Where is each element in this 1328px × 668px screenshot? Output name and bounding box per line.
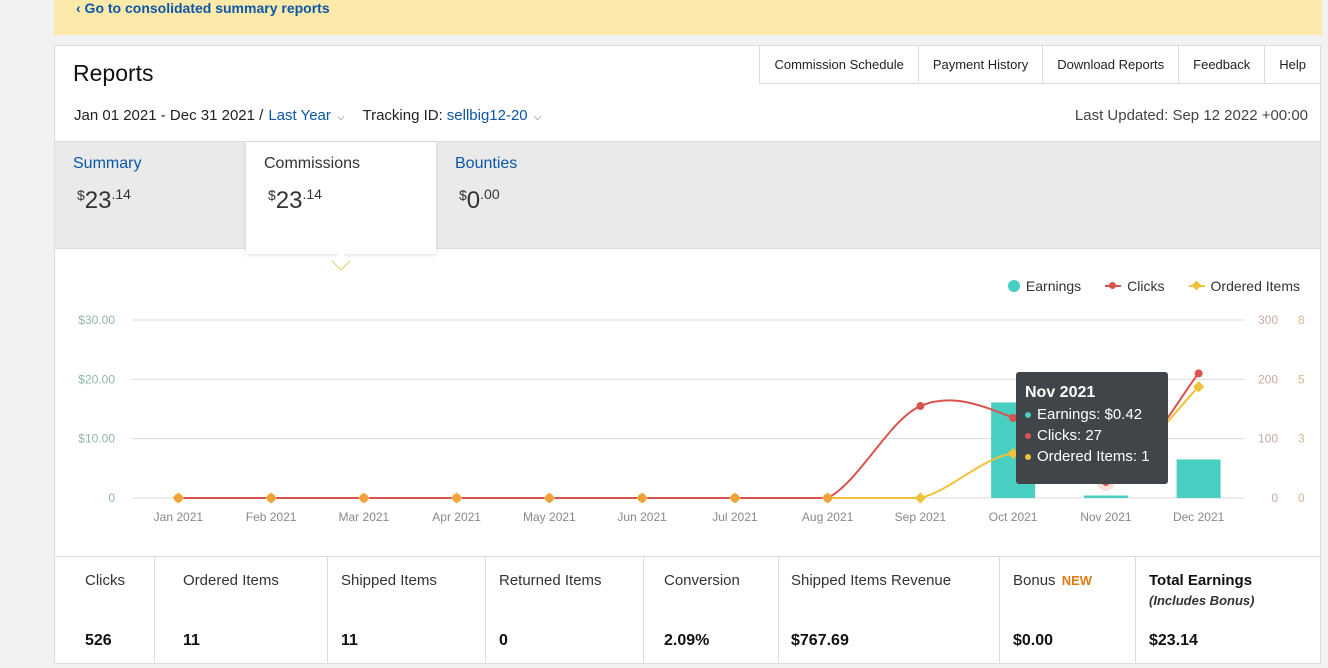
commission-schedule-button[interactable]: Commission Schedule	[760, 46, 919, 83]
chevron-down-icon: ⌵	[533, 112, 542, 123]
stat-shipped-items-revenue: Shipped Items Revenue $767.69	[779, 557, 1000, 664]
x-tick-label: May 2021	[523, 510, 576, 524]
zero-point	[823, 493, 833, 503]
period-label: Last Year	[268, 107, 331, 124]
stat-returned-items: Returned Items 0	[486, 557, 644, 664]
tooltip-clicks: Clicks: 27	[1025, 427, 1159, 444]
legend-clicks[interactable]: Clicks	[1105, 278, 1165, 294]
payment-history-button[interactable]: Payment History	[919, 46, 1044, 83]
zero-point	[730, 493, 740, 503]
legend-ordered-items[interactable]: Ordered Items	[1188, 278, 1300, 294]
y-tick-left: $10.00	[78, 432, 115, 446]
period-dropdown[interactable]: Last Year ⌵	[268, 107, 344, 124]
tab-commissions-value: $23.14	[268, 186, 322, 214]
feedback-button[interactable]: Feedback	[1179, 46, 1266, 83]
tab-commissions[interactable]: Commissions $23.14	[246, 142, 436, 254]
y-tick-items: 5	[1298, 372, 1305, 386]
stat-shipped-items: Shipped Items 11	[328, 557, 486, 664]
tooltip-title: Nov 2021	[1025, 384, 1096, 401]
top-nav: Commission Schedule Payment History Down…	[759, 46, 1320, 84]
new-badge: NEW	[1061, 573, 1093, 588]
ordered-items-point	[914, 492, 927, 504]
ordered-items-swatch	[1188, 281, 1205, 291]
download-reports-button[interactable]: Download Reports	[1043, 46, 1180, 83]
chart-tooltip: Nov 2021 Earnings: $0.42 Clicks: 27 Orde…	[1016, 372, 1168, 484]
earnings-bar	[1176, 459, 1221, 498]
x-tick-label: Mar 2021	[339, 510, 390, 524]
last-updated: Last Updated: Sep 12 2022 +00:00	[1074, 107, 1308, 124]
tab-summary[interactable]: Summary $23.14	[55, 142, 245, 250]
zero-point	[359, 493, 369, 503]
y-tick-items: 3	[1298, 432, 1305, 446]
active-tab-caret	[331, 251, 351, 271]
date-range: Jan 01 2021 - Dec 31 2021 /	[74, 107, 264, 124]
tooltip-earnings: Earnings: $0.42	[1025, 406, 1159, 423]
stat-clicks: Clicks 526	[55, 557, 155, 664]
tracking-label: Tracking ID:	[362, 107, 443, 124]
tab-bounties[interactable]: Bounties $0.00	[437, 142, 627, 250]
x-tick-label: Dec 2021	[1173, 510, 1225, 524]
clicks-point	[1194, 369, 1203, 378]
stat-bonus: Bonus NEW $0.00	[1000, 557, 1136, 664]
tab-bounties-value: $0.00	[459, 186, 500, 214]
tab-summary-value: $23.14	[77, 186, 131, 214]
help-button[interactable]: Help	[1279, 57, 1306, 72]
earnings-bar	[1083, 495, 1128, 498]
clicks-swatch	[1105, 281, 1122, 291]
stat-total-earnings: Total Earnings (Includes Bonus) $23.14	[1149, 572, 1255, 649]
zero-point	[266, 493, 276, 503]
x-tick-label: Aug 2021	[802, 510, 854, 524]
tracking-id-dropdown[interactable]: sellbig12-20 ⌵	[447, 107, 541, 124]
zero-point	[452, 493, 462, 503]
ordered-items-point	[1192, 381, 1205, 393]
tooltip-ordered-items: Ordered Items: 1	[1025, 448, 1159, 465]
tracking-id-value: sellbig12-20	[446, 107, 528, 124]
x-tick-label: Jul 2021	[712, 510, 758, 524]
tab-bounties-label: Bounties	[455, 155, 518, 172]
zero-point	[544, 493, 554, 503]
tab-summary-label: Summary	[73, 155, 142, 172]
y-tick-left: $20.00	[78, 372, 115, 386]
x-tick-label: Feb 2021	[246, 510, 297, 524]
x-tick-label: Jan 2021	[154, 510, 204, 524]
ordered-items-point	[1007, 447, 1019, 460]
consolidated-reports-link[interactable]: ‹ Go to consolidated summary reports	[76, 0, 330, 16]
y-tick-left: 0	[108, 491, 115, 505]
x-tick-label: Apr 2021	[432, 510, 481, 524]
stat-conversion: Conversion 2.09%	[644, 557, 779, 664]
y-tick-items: 8	[1298, 313, 1305, 327]
consolidated-reports-banner: ‹ Go to consolidated summary reports	[54, 0, 1322, 35]
chevron-down-icon: ⌵	[336, 112, 345, 123]
x-tick-label: Sep 2021	[895, 510, 947, 524]
legend-earnings[interactable]: Earnings	[1007, 278, 1081, 294]
filter-row: Jan 01 2021 - Dec 31 2021 / Last Year ⌵ T…	[74, 107, 541, 124]
zero-point	[173, 493, 183, 503]
tab-commissions-label: Commissions	[264, 155, 361, 172]
clicks-point	[916, 402, 925, 411]
y-tick-left: $30.00	[78, 313, 115, 327]
y-tick-clicks: 200	[1258, 372, 1278, 386]
page-title: Reports	[73, 60, 154, 86]
y-tick-items: 0	[1298, 491, 1305, 505]
report-tabs: Summary $23.14 Commissions $23.14 Bounti…	[55, 141, 1320, 254]
x-tick-label: Oct 2021	[989, 510, 1038, 524]
earnings-swatch	[1007, 280, 1020, 292]
x-tick-label: Nov 2021	[1080, 510, 1132, 524]
y-tick-clicks: 100	[1258, 432, 1278, 446]
reports-panel: Reports Commission Schedule Payment Hist…	[54, 45, 1321, 664]
stat-ordered-items: Ordered Items 11	[155, 557, 328, 664]
x-tick-label: Jun 2021	[617, 510, 667, 524]
chart-legend: Earnings Clicks Ordered Items	[984, 278, 1300, 294]
zero-point	[637, 493, 647, 503]
y-tick-clicks: 300	[1258, 313, 1278, 327]
stats-row: Clicks 526 Ordered Items 11 Shipped Item…	[55, 556, 1320, 664]
clicks-point	[1009, 413, 1018, 422]
y-tick-clicks: 0	[1271, 491, 1278, 505]
